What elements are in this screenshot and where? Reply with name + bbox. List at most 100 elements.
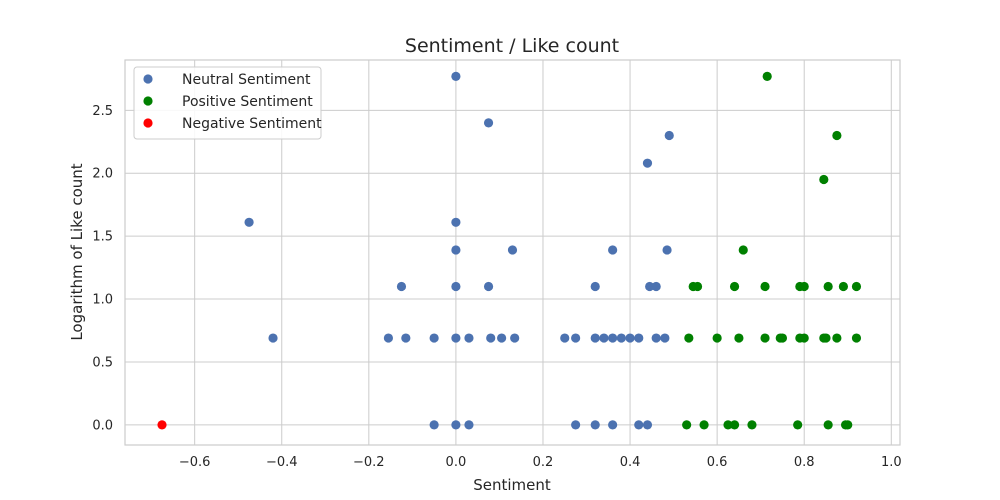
data-point — [451, 333, 460, 342]
series-2 — [157, 420, 166, 429]
data-point — [268, 333, 277, 342]
x-tick-label: 0.4 — [620, 455, 641, 470]
legend: Neutral Sentiment Positive Sentiment Negat… — [134, 67, 322, 139]
data-point — [819, 175, 828, 184]
x-tick-label: −0.4 — [266, 455, 298, 470]
x-tick-label: 0.0 — [446, 455, 467, 470]
data-point — [397, 282, 406, 291]
data-point — [608, 245, 617, 254]
data-point — [839, 282, 848, 291]
data-point — [157, 420, 166, 429]
data-point — [665, 131, 674, 140]
data-point — [760, 333, 769, 342]
y-tick-label: 1.5 — [92, 230, 113, 245]
data-point — [451, 282, 460, 291]
data-point — [800, 333, 809, 342]
data-point — [693, 282, 702, 291]
data-point — [699, 420, 708, 429]
data-point — [599, 333, 608, 342]
x-tick-label: −0.6 — [179, 455, 211, 470]
data-point — [451, 218, 460, 227]
data-point — [244, 218, 253, 227]
data-point — [617, 333, 626, 342]
data-point — [464, 420, 473, 429]
data-point — [508, 245, 517, 254]
y-tick-label: 2.5 — [92, 104, 113, 119]
y-tick-label: 2.0 — [92, 167, 113, 182]
data-point — [643, 420, 652, 429]
data-point — [643, 159, 652, 168]
x-tick-label: 0.6 — [707, 455, 728, 470]
data-point — [824, 420, 833, 429]
data-point — [571, 333, 580, 342]
data-point — [778, 333, 787, 342]
data-point — [484, 118, 493, 127]
data-point — [451, 420, 460, 429]
data-point — [634, 420, 643, 429]
data-point — [793, 420, 802, 429]
data-point — [625, 333, 634, 342]
y-tick-label: 1.0 — [92, 293, 113, 308]
data-point — [510, 333, 519, 342]
data-point — [652, 333, 661, 342]
data-point — [484, 282, 493, 291]
y-tick-label: 0.0 — [92, 418, 113, 433]
data-point — [464, 333, 473, 342]
data-point — [591, 420, 600, 429]
data-point — [684, 333, 693, 342]
data-point — [430, 420, 439, 429]
data-point — [852, 282, 861, 291]
data-point — [852, 333, 861, 342]
data-point — [682, 420, 691, 429]
data-point — [734, 333, 743, 342]
data-point — [800, 282, 809, 291]
legend-marker — [143, 74, 152, 83]
data-point — [730, 420, 739, 429]
data-point — [660, 333, 669, 342]
data-point — [843, 420, 852, 429]
data-point — [760, 282, 769, 291]
y-tick-label: 0.5 — [92, 355, 113, 370]
data-point — [591, 333, 600, 342]
data-point — [384, 333, 393, 342]
data-point — [430, 333, 439, 342]
data-point — [634, 333, 643, 342]
y-axis-ticks: 0.0 0.5 1.0 1.5 2.0 2.5 — [92, 104, 113, 434]
data-point — [730, 282, 739, 291]
data-point — [401, 333, 410, 342]
data-point — [832, 333, 841, 342]
x-tick-label: −0.2 — [353, 455, 385, 470]
data-point — [739, 245, 748, 254]
x-tick-label: 0.8 — [794, 455, 815, 470]
series-1 — [682, 72, 861, 430]
data-point — [486, 333, 495, 342]
x-axis-label: Sentiment — [473, 476, 551, 494]
data-point — [832, 131, 841, 140]
data-point — [662, 245, 671, 254]
data-point — [560, 333, 569, 342]
legend-label: Positive Sentiment — [182, 94, 313, 110]
x-axis-ticks: −0.6 −0.4 −0.2 0.0 0.2 0.4 0.6 0.8 1.0 — [179, 455, 902, 470]
x-tick-label: 0.2 — [533, 455, 554, 470]
legend-marker — [143, 118, 152, 127]
data-point — [571, 420, 580, 429]
data-point — [451, 245, 460, 254]
data-point — [713, 333, 722, 342]
legend-label: Negative Sentiment — [182, 116, 322, 132]
data-point — [747, 420, 756, 429]
legend-label: Neutral Sentiment — [182, 72, 311, 88]
data-point — [497, 333, 506, 342]
data-point — [591, 282, 600, 291]
x-tick-label: 1.0 — [881, 455, 902, 470]
data-point — [652, 282, 661, 291]
data-point — [608, 333, 617, 342]
legend-marker — [143, 96, 152, 105]
data-point — [763, 72, 772, 81]
chart-title: Sentiment / Like count — [405, 35, 619, 57]
data-point — [824, 282, 833, 291]
data-point — [608, 420, 617, 429]
y-axis-label: Logarithm of Like count — [68, 163, 86, 340]
data-point — [821, 333, 830, 342]
data-point — [451, 72, 460, 81]
